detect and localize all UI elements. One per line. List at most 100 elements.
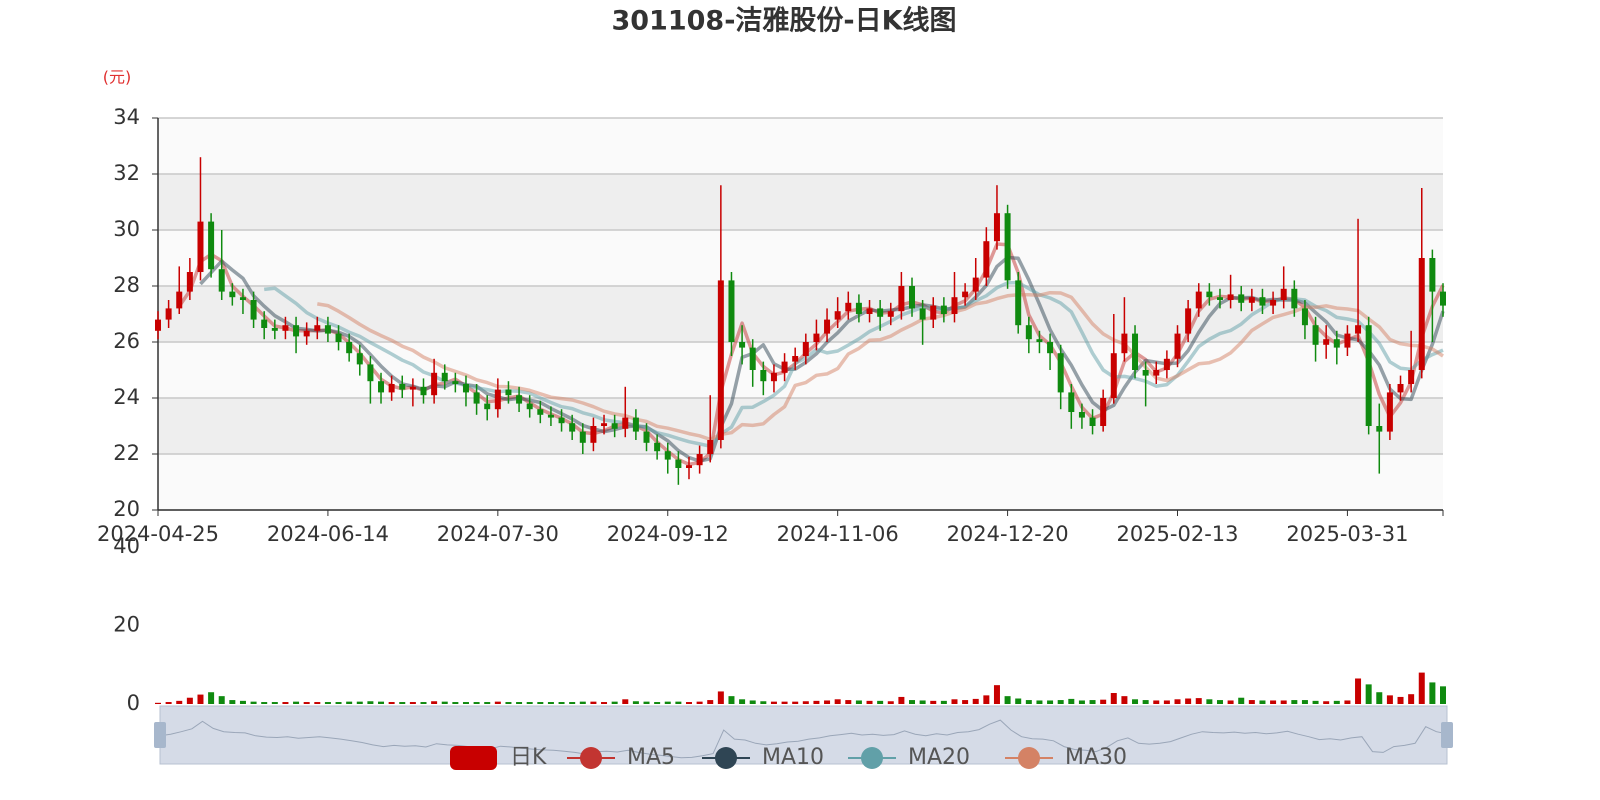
candle-body bbox=[261, 319, 268, 328]
candle-body bbox=[293, 325, 300, 337]
candle-body bbox=[547, 414, 554, 418]
candle-body bbox=[972, 277, 979, 292]
volume-bar bbox=[473, 702, 480, 704]
candle-body bbox=[1344, 333, 1351, 348]
volume-bar bbox=[664, 701, 671, 704]
volume-bar bbox=[271, 702, 278, 704]
volume-bar bbox=[239, 700, 246, 704]
candle-body bbox=[877, 308, 884, 317]
volume-bar bbox=[1089, 700, 1096, 704]
volume-bar bbox=[728, 696, 735, 704]
candle-body bbox=[654, 442, 661, 452]
volume-bar bbox=[1078, 700, 1085, 704]
candle-body bbox=[208, 221, 215, 270]
volume-bar bbox=[1132, 699, 1139, 704]
volume-bar bbox=[229, 700, 236, 704]
volume-bar bbox=[547, 702, 554, 704]
y-tick-label: 28 bbox=[113, 273, 140, 297]
zoom-slider bbox=[159, 705, 1448, 765]
grid-band bbox=[158, 454, 1443, 510]
volume-bar bbox=[930, 700, 937, 704]
zoom-handle bbox=[1441, 722, 1453, 748]
volume-bar bbox=[293, 701, 300, 704]
candle-body bbox=[834, 311, 841, 320]
candle-body bbox=[441, 372, 448, 382]
candle-body bbox=[685, 465, 692, 468]
candle-body bbox=[919, 308, 926, 320]
legend-dot bbox=[861, 747, 883, 769]
volume-bar bbox=[696, 701, 703, 704]
volume-bar bbox=[1418, 672, 1425, 704]
volume-bar bbox=[218, 696, 225, 704]
volume-bar bbox=[1163, 700, 1170, 704]
candle-body bbox=[1004, 213, 1011, 281]
candle-body bbox=[484, 403, 491, 410]
volume-bar bbox=[1100, 699, 1107, 704]
candle-body bbox=[611, 423, 618, 429]
grid-band bbox=[158, 118, 1443, 174]
candle-body bbox=[1429, 258, 1436, 292]
volume-bar bbox=[707, 700, 714, 704]
volume-bar bbox=[1206, 699, 1213, 704]
volume-bar bbox=[346, 701, 353, 704]
candle-body bbox=[1333, 339, 1340, 348]
volume-bar bbox=[632, 701, 639, 704]
volume-bar bbox=[250, 701, 257, 704]
volume-bar bbox=[1068, 698, 1075, 704]
candle-body bbox=[1312, 325, 1319, 345]
volume-bar bbox=[1386, 695, 1393, 704]
candle-body bbox=[505, 389, 512, 396]
candle-body bbox=[1057, 353, 1064, 393]
volume-bar bbox=[1333, 700, 1340, 704]
legend-label: MA5 bbox=[627, 745, 675, 770]
x-tick-label: 2024-09-12 bbox=[607, 522, 729, 546]
candle-body bbox=[707, 440, 714, 454]
volume-bar bbox=[855, 700, 862, 704]
legend-swatch bbox=[450, 746, 497, 770]
volume-bar bbox=[282, 702, 289, 704]
candle-body bbox=[569, 423, 576, 432]
volume-bar bbox=[399, 702, 406, 704]
volume-bar bbox=[1174, 699, 1181, 704]
candle-body bbox=[1142, 370, 1149, 376]
volume-bar bbox=[834, 699, 841, 704]
volume-bar bbox=[1440, 686, 1446, 704]
volume-bar bbox=[1015, 698, 1022, 704]
candle-body bbox=[1163, 358, 1170, 370]
candle-body bbox=[526, 403, 533, 410]
candle-body bbox=[792, 356, 799, 362]
candle-body bbox=[1089, 417, 1096, 426]
x-tick-label: 2024-07-30 bbox=[437, 522, 559, 546]
candle-body bbox=[494, 389, 501, 410]
volume-bar bbox=[1408, 694, 1415, 704]
candle-body bbox=[728, 280, 735, 342]
volume-bar bbox=[1036, 700, 1043, 704]
y-tick-label: 24 bbox=[113, 385, 140, 409]
volume-bar bbox=[611, 701, 618, 704]
volume-bar bbox=[484, 702, 491, 704]
y-unit: (元) bbox=[103, 68, 132, 87]
volume-bar bbox=[1248, 700, 1255, 704]
volume-bar bbox=[909, 700, 916, 704]
candle-body bbox=[1408, 370, 1415, 384]
volume-bar bbox=[314, 702, 321, 704]
candle-body bbox=[1270, 300, 1277, 306]
x-tick-label: 2024-11-06 bbox=[777, 522, 899, 546]
volume-bar bbox=[176, 700, 183, 704]
grid-band bbox=[158, 230, 1443, 286]
volume-bar bbox=[1238, 697, 1245, 704]
candle-body bbox=[1440, 291, 1446, 306]
candle-body bbox=[749, 347, 756, 370]
volume-bar bbox=[558, 702, 565, 704]
candle-body bbox=[346, 342, 353, 354]
volume-bar bbox=[1121, 696, 1128, 704]
y-tick-label: 30 bbox=[113, 217, 140, 241]
x-tick-label: 2025-03-31 bbox=[1286, 522, 1408, 546]
volume-bar bbox=[494, 701, 501, 704]
candle-body bbox=[1153, 370, 1160, 376]
volume-bar bbox=[972, 698, 979, 704]
candle-body bbox=[431, 372, 438, 396]
volume-tick-label: 40 bbox=[113, 534, 140, 558]
volume-bar bbox=[940, 700, 947, 704]
volume-bar bbox=[537, 702, 544, 704]
